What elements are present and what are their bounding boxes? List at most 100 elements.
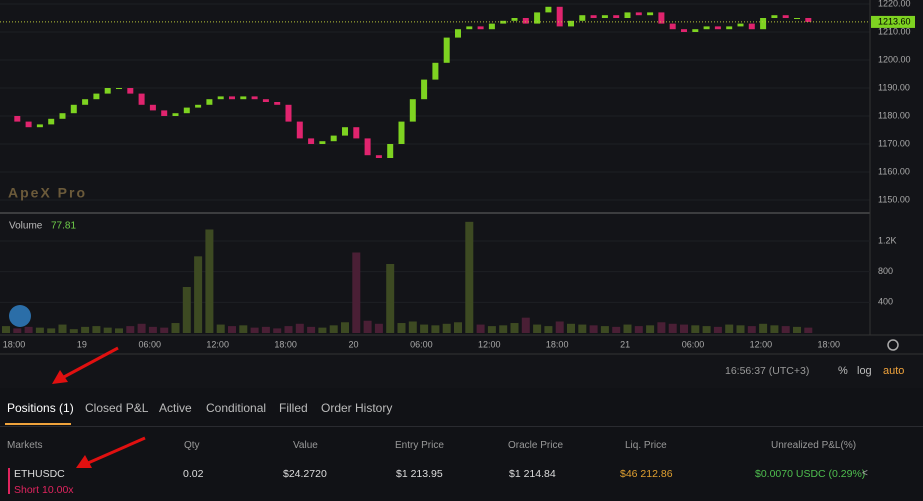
volume-value: 77.81 <box>51 221 76 232</box>
candle-body <box>681 29 687 32</box>
liq-price: $46 212.86 <box>620 468 673 480</box>
candle-body <box>251 96 258 100</box>
candle-body <box>217 96 224 100</box>
market[interactable]: ETHUSDC <box>14 468 65 480</box>
candle-body <box>771 15 778 18</box>
tab[interactable]: Conditional <box>206 401 267 415</box>
candle-body <box>421 79 428 100</box>
candle-body <box>760 18 767 30</box>
candle-body <box>104 88 111 94</box>
candle-body <box>511 18 518 21</box>
unrealized-pnl: $0.0070 USDC (0.29%) <box>755 468 866 480</box>
entry-price: $1 213.95 <box>396 468 443 480</box>
volume-bar <box>228 326 236 333</box>
price-tick-label: 1200.00 <box>878 54 911 64</box>
volume-bar <box>318 327 327 333</box>
candle-body <box>545 6 552 13</box>
volume-bar <box>216 324 225 333</box>
clock: 16:56:37 (UTC+3) <box>725 365 809 377</box>
volume-bar <box>465 221 474 333</box>
candle-body <box>116 88 122 89</box>
tab[interactable]: Filled <box>279 401 308 415</box>
current-price-tag <box>871 15 915 28</box>
candle-body <box>635 12 642 16</box>
price-tick-label: 1210.00 <box>878 26 911 36</box>
col-header: Oracle Price <box>508 440 564 451</box>
candle-body <box>692 29 699 32</box>
candle-body <box>240 96 247 100</box>
share-icon[interactable]: < <box>862 468 868 479</box>
volume-bar <box>103 327 112 333</box>
volume-bar <box>160 327 169 333</box>
tab[interactable]: Positions (1) <box>7 401 74 415</box>
time-label: 12:00 <box>206 339 229 349</box>
volume-bar <box>115 328 123 333</box>
volume-bar <box>589 325 598 333</box>
tab[interactable]: Closed P&L <box>85 401 149 415</box>
volume-bar <box>284 326 293 333</box>
candle-body <box>466 26 473 30</box>
candle-body <box>726 26 733 30</box>
volume-bar <box>374 323 383 333</box>
tab[interactable]: Order History <box>321 401 393 415</box>
candle-body <box>647 12 654 16</box>
candle-body <box>353 127 360 139</box>
candle-body <box>70 104 77 114</box>
logo: ApeX Pro <box>8 185 87 201</box>
volume-tick-label: 1.2K <box>878 235 897 245</box>
volume-bar <box>725 324 734 333</box>
candle-body <box>262 99 269 102</box>
candle-body <box>624 12 631 18</box>
scale-option[interactable]: log <box>857 365 872 377</box>
volume-bar <box>352 252 361 333</box>
volume-bar <box>510 323 519 333</box>
volume-bar <box>555 321 564 333</box>
volume-bar <box>781 326 790 333</box>
candle-body <box>36 124 43 128</box>
volume-bar <box>454 322 462 333</box>
volume-bar <box>273 328 282 333</box>
candle-body <box>330 135 337 142</box>
volume-bar <box>487 326 496 333</box>
candle-body <box>613 15 620 18</box>
candle-body <box>59 113 66 119</box>
volume-bar <box>397 323 406 333</box>
volume-bar <box>126 326 135 333</box>
col-header: Qty <box>184 440 200 451</box>
volume-bar <box>442 323 451 333</box>
settings-icon[interactable] <box>887 339 899 351</box>
candle-body <box>443 37 450 63</box>
candle-body <box>342 127 348 136</box>
candle-body <box>82 99 89 105</box>
candle-body <box>25 121 32 128</box>
candle-body <box>522 18 529 24</box>
time-label: 06:00 <box>410 339 433 349</box>
col-header: Value <box>293 440 318 451</box>
price-tick-label: 1220.00 <box>878 0 911 8</box>
time-label: 21 <box>620 339 630 349</box>
scale-option[interactable]: auto <box>883 365 904 377</box>
candle-body <box>14 116 21 122</box>
value: $24.2720 <box>283 468 327 480</box>
volume-bar <box>770 325 779 333</box>
volume-bar <box>646 325 655 333</box>
volume-bar <box>182 287 191 333</box>
volume-bar <box>171 323 180 333</box>
candle-body <box>590 15 597 18</box>
volume-bar <box>341 322 349 333</box>
volume-bar <box>476 324 485 333</box>
candle-body <box>805 18 812 22</box>
volume-bar <box>58 324 67 333</box>
volume-bar <box>747 326 756 333</box>
candle-body <box>183 107 190 114</box>
volume-bar <box>657 322 666 333</box>
side-marker <box>8 468 10 494</box>
tab[interactable]: Active <box>159 401 192 415</box>
volume-bar <box>69 329 78 333</box>
volume-bar <box>92 326 101 333</box>
volume-bar <box>736 325 745 333</box>
volume-bar <box>386 264 395 333</box>
scale-option[interactable]: % <box>838 365 848 377</box>
candle-body <box>500 20 507 24</box>
volume-bar <box>408 321 417 333</box>
